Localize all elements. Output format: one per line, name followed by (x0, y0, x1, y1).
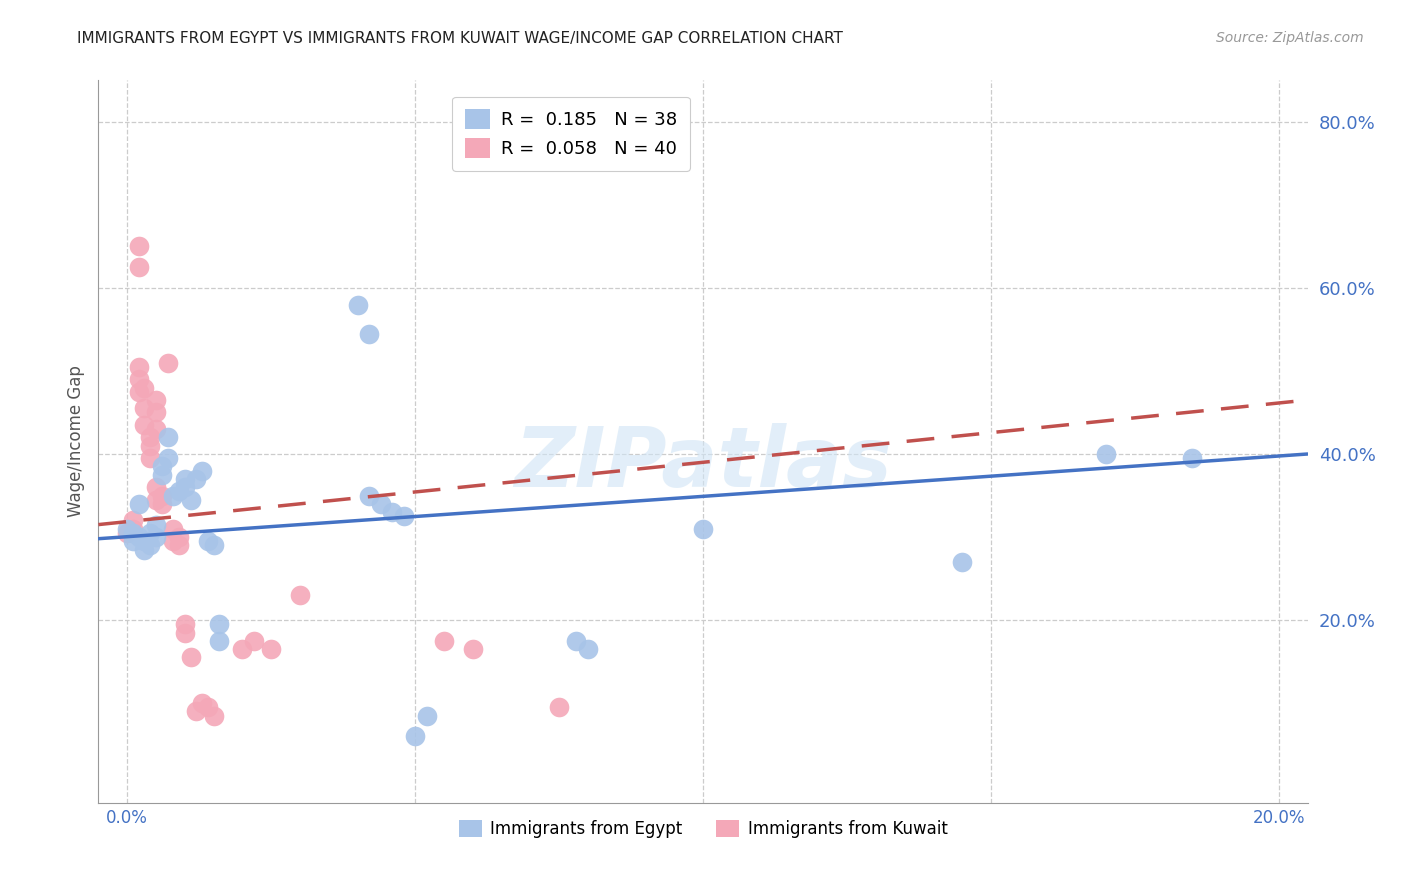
Point (122, 513, 145, 527)
Point (260, 642, 283, 657)
Point (128, 497, 150, 511)
Point (128, 530, 150, 544)
Point (128, 372, 150, 386)
Point (208, 617, 231, 632)
Point (139, 439, 162, 453)
Point (145, 492, 167, 507)
Point (404, 730, 426, 744)
Point (145, 392, 167, 407)
Point (145, 530, 167, 544)
Point (576, 642, 599, 657)
Point (186, 472, 208, 486)
Point (191, 464, 214, 478)
Point (167, 484, 190, 499)
Point (150, 459, 173, 474)
Point (202, 538, 225, 552)
Point (134, 401, 156, 416)
Point (128, 384, 150, 399)
Point (134, 380, 156, 394)
Point (692, 522, 714, 536)
Point (191, 696, 214, 710)
Point (145, 517, 167, 532)
Point (173, 617, 195, 632)
Point (128, 239, 150, 253)
Point (1181, 451, 1204, 466)
Point (162, 489, 184, 503)
Point (1095, 447, 1118, 461)
Point (145, 480, 167, 494)
Text: IMMIGRANTS FROM EGYPT VS IMMIGRANTS FROM KUWAIT WAGE/INCOME GAP CORRELATION CHAR: IMMIGRANTS FROM EGYPT VS IMMIGRANTS FROM… (77, 31, 844, 46)
Point (173, 625, 195, 640)
Point (357, 326, 380, 341)
Point (128, 359, 150, 374)
Point (197, 700, 219, 714)
Point (346, 297, 368, 311)
Point (156, 356, 179, 370)
Point (167, 538, 190, 552)
Point (950, 555, 973, 569)
Point (186, 705, 208, 719)
Point (370, 497, 392, 511)
Point (115, 522, 138, 536)
Point (115, 525, 138, 540)
Point (197, 534, 219, 549)
Point (288, 588, 311, 602)
Point (548, 700, 571, 714)
Point (122, 525, 145, 540)
Point (357, 489, 380, 503)
Point (156, 430, 179, 444)
Point (134, 534, 156, 549)
Point (150, 489, 173, 503)
Point (139, 538, 162, 552)
Text: ZIPatlas: ZIPatlas (515, 423, 891, 504)
Point (433, 633, 456, 648)
Point (167, 530, 190, 544)
Point (145, 422, 167, 436)
Point (134, 542, 156, 557)
Point (139, 451, 162, 466)
Point (180, 492, 202, 507)
Point (122, 534, 145, 549)
Point (139, 525, 162, 540)
Point (231, 642, 253, 657)
Text: Source: ZipAtlas.com: Source: ZipAtlas.com (1216, 31, 1364, 45)
Point (145, 405, 167, 419)
Point (208, 633, 231, 648)
Point (381, 505, 404, 519)
Point (150, 467, 173, 482)
Point (202, 708, 225, 723)
Point (173, 472, 195, 486)
Point (162, 534, 184, 549)
Point (150, 497, 173, 511)
Point (134, 417, 156, 432)
Point (122, 522, 145, 536)
Point (392, 509, 415, 524)
Point (128, 260, 150, 274)
Point (243, 633, 266, 648)
Text: 0.0%: 0.0% (107, 809, 148, 828)
Point (461, 642, 484, 657)
Point (139, 430, 162, 444)
Point (415, 708, 437, 723)
Point (156, 451, 179, 466)
Text: 20.0%: 20.0% (1253, 809, 1305, 828)
Y-axis label: Wage/Income Gap: Wage/Income Gap (66, 366, 84, 517)
Point (162, 522, 184, 536)
Legend: Immigrants from Egypt, Immigrants from Kuwait: Immigrants from Egypt, Immigrants from K… (451, 814, 955, 845)
Point (173, 480, 195, 494)
Point (565, 633, 588, 648)
Point (180, 650, 202, 665)
